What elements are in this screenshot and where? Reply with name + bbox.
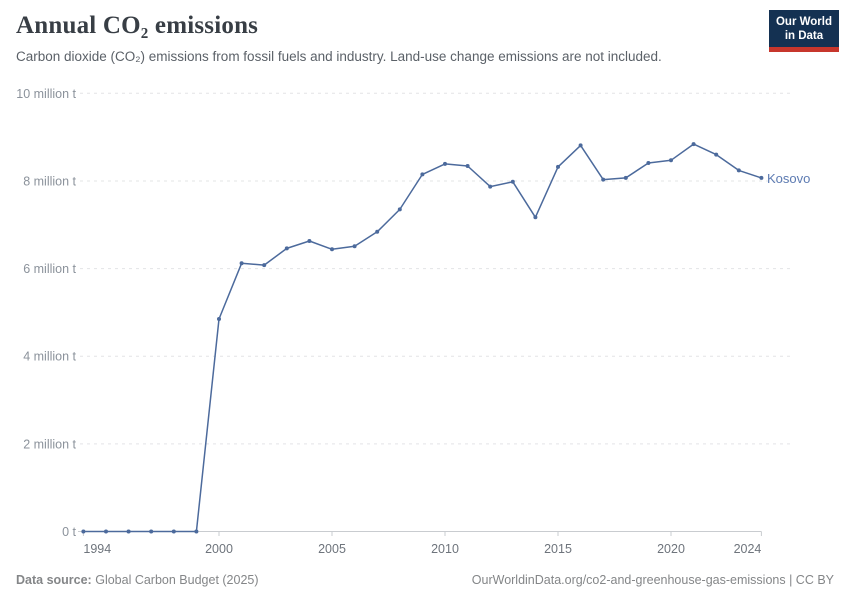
data-point-marker — [443, 161, 447, 166]
page-title: Annual CO₂ emissions — [16, 12, 259, 39]
data-point-marker — [556, 164, 560, 169]
x-axis-label: 1994 — [83, 542, 111, 556]
owid-logo-line1: Our World — [775, 16, 832, 28]
data-point-marker — [488, 184, 493, 189]
x-axis-label: 2015 — [544, 542, 572, 556]
y-axis-label: 6 million t — [23, 262, 76, 276]
data-point-marker — [284, 246, 289, 251]
data-point-marker — [465, 164, 470, 168]
series-kosovo[interactable] — [81, 142, 764, 534]
data-point-marker — [194, 529, 199, 534]
data-point-marker — [397, 207, 402, 212]
data-point-marker — [239, 261, 244, 266]
data-point-marker — [510, 179, 515, 184]
data-point-marker — [352, 244, 357, 249]
x-axis-label: 2024 — [734, 542, 762, 556]
series-line[interactable] — [82, 143, 763, 533]
data-point-marker — [217, 317, 221, 321]
data-point-marker — [330, 247, 334, 252]
y-axis-label: 2 million t — [23, 437, 76, 451]
data-point-marker — [623, 175, 628, 180]
y-axis-labels: 0 t 2 million t 4 million t 6 million t 8 mi… — [16, 87, 76, 539]
data-point-marker — [601, 177, 606, 182]
data-point-marker — [307, 239, 312, 243]
y-axis-label: 8 million t — [23, 174, 76, 188]
gridlines — [80, 92, 792, 445]
data-point-marker — [669, 158, 673, 163]
data-point-marker — [149, 529, 154, 534]
data-point-marker — [420, 172, 425, 177]
x-axis-label: 2010 — [431, 542, 459, 556]
data-point-marker — [171, 529, 176, 534]
data-point-marker — [646, 161, 651, 165]
data-source-label: Data source: — [16, 573, 92, 587]
data-point-marker — [691, 142, 696, 147]
data-point-marker — [714, 152, 719, 157]
x-axis-labels: 1994 2000 2005 2010 2015 2020 2024 — [83, 542, 761, 556]
chart-footer: Data source: Global Carbon Budget (2025)… — [16, 573, 834, 587]
x-axis-label: 2000 — [205, 542, 233, 556]
footer-link[interactable]: OurWorldinData.org/co2-and-greenhouse-ga… — [471, 573, 834, 587]
x-axis-label: 2020 — [657, 542, 685, 556]
data-point-marker — [533, 215, 538, 220]
data-point-marker — [104, 529, 108, 534]
owid-logo-line2: in Data — [784, 30, 824, 43]
data-point-marker — [262, 263, 267, 268]
chart-subtitle: Carbon dioxide (CO₂) emissions from foss… — [16, 49, 662, 64]
y-axis-label: 4 million t — [23, 350, 76, 364]
data-point-marker — [126, 529, 131, 534]
x-axis-label: 2005 — [318, 542, 346, 556]
data-point-marker — [759, 175, 764, 180]
data-point-marker — [736, 168, 741, 173]
series-label-kosovo[interactable]: Kosovo — [767, 171, 810, 186]
data-point-marker — [81, 529, 86, 534]
data-source-value: Global Carbon Budget (2025) — [95, 573, 259, 587]
y-axis-label: 0 t — [62, 525, 76, 539]
data-point-marker — [375, 229, 380, 234]
data-source: Data source: Global Carbon Budget (2025) — [16, 573, 259, 587]
data-point-marker — [578, 143, 583, 148]
y-axis-label: 10 million t — [16, 87, 76, 101]
owid-logo[interactable]: Our World in Data — [768, 10, 839, 52]
